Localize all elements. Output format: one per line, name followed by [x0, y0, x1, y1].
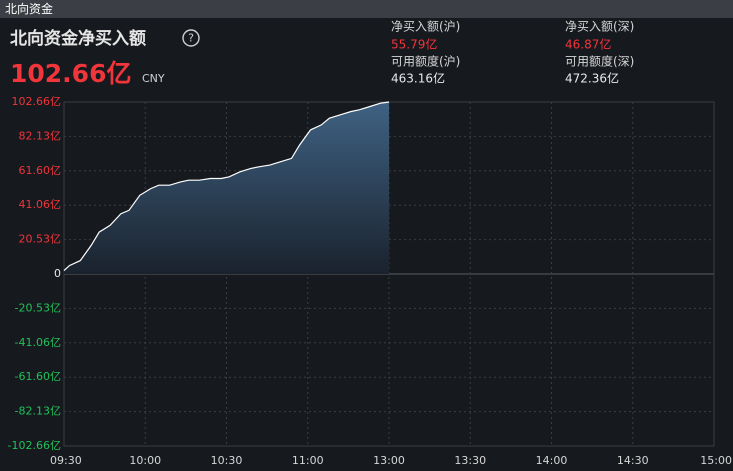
stat-value: 46.87亿 — [565, 37, 611, 52]
area — [64, 102, 389, 274]
y-tick-label: -82.13亿 — [15, 405, 61, 418]
y-tick-label: 0 — [54, 267, 61, 280]
y-tick-label: -41.06亿 — [15, 336, 61, 349]
y-tick-label: 61.60亿 — [19, 164, 62, 177]
title-bar — [0, 0, 733, 18]
line — [63, 101, 390, 272]
stat-value: 463.16亿 — [391, 71, 445, 86]
x-tick-label: 10:30 — [211, 454, 243, 467]
stat-value: 472.36亿 — [565, 71, 619, 86]
y-tick-label: 82.13亿 — [19, 129, 62, 142]
header-title: 北向资金净买入额 — [10, 28, 146, 49]
stat-value: 55.79亿 — [391, 37, 437, 52]
x-tick-label: 14:00 — [536, 454, 568, 467]
x-tick-label: 10:00 — [129, 454, 161, 467]
x-tick-label: 11:00 — [292, 454, 324, 467]
stat-label: 净买入额(深) — [565, 20, 634, 34]
x-tick-label: 13:00 — [373, 454, 405, 467]
stat-label: 可用额度(沪) — [391, 54, 460, 69]
help-icon[interactable] — [182, 29, 200, 47]
x-tick-label: 09:30 — [50, 454, 82, 467]
stat-label: 净买入额(沪) — [391, 20, 460, 34]
y-tick-label: 41.06亿 — [19, 198, 62, 211]
y-tick-label: -61.60亿 — [15, 370, 61, 383]
y-tick-label: -102.66亿 — [8, 439, 61, 452]
currency: CNY — [142, 72, 165, 85]
y-tick-label: 102.66亿 — [12, 95, 62, 108]
x-tick-label: 13:30 — [454, 454, 486, 467]
net-value: 102.66亿 — [10, 59, 131, 88]
help-icon-text[interactable]: ? — [188, 32, 194, 45]
x-tick-label: 15:00 — [700, 454, 732, 467]
y-tick-label: 20.53亿 — [19, 233, 62, 246]
x-tick-label: 14:30 — [617, 454, 649, 467]
window-title: 北向资金 — [5, 1, 53, 16]
y-tick-label: -20.53亿 — [15, 301, 61, 314]
stat-label: 可用额度(深) — [565, 54, 634, 69]
plot: 102.66亿 82.13亿 61.60亿 41.06亿 20.53亿 0 -20.53亿 -… — [8, 95, 732, 467]
